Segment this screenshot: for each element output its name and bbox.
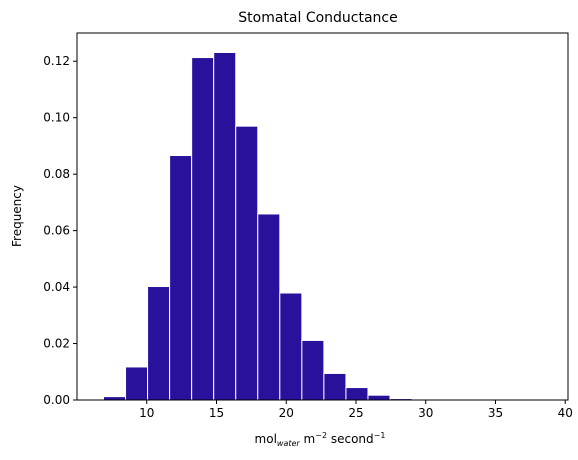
histogram-bar xyxy=(213,51,237,401)
x-axis-label-subscript: water xyxy=(277,439,301,448)
histogram-bar xyxy=(367,394,391,401)
histogram-bar xyxy=(345,387,369,401)
plot-frame xyxy=(76,32,569,401)
x-tick-label: 10 xyxy=(139,406,154,420)
x-tick-label: 15 xyxy=(209,406,224,420)
y-axis-label: Frequency xyxy=(10,185,24,247)
x-axis-label: molwater m−2 second−1 xyxy=(255,431,386,448)
y-tick-label: 0.02 xyxy=(43,337,70,351)
x-tick-label: 20 xyxy=(279,406,294,420)
y-tick-label: 0.06 xyxy=(43,224,70,238)
histogram-bar xyxy=(103,396,127,401)
bars-group xyxy=(103,51,545,401)
x-tick-label: 25 xyxy=(348,406,363,420)
histogram-bar xyxy=(279,292,303,401)
x-tick-label: 30 xyxy=(418,406,433,420)
x-axis-label-base: mol xyxy=(255,432,277,446)
x-axis-label-unit2: second xyxy=(327,432,374,446)
y-tick-label: 0.00 xyxy=(43,393,70,407)
histogram-bar xyxy=(191,57,215,401)
histogram-bar xyxy=(257,213,281,401)
histogram-bar xyxy=(301,339,325,401)
x-tick-label: 40 xyxy=(558,406,573,420)
histogram-bar xyxy=(323,372,347,401)
y-tick-label: 0.04 xyxy=(43,280,70,294)
chart-title: Stomatal Conductance xyxy=(238,10,398,26)
histogram-bar xyxy=(125,366,149,401)
x-axis-label-exp1: −2 xyxy=(315,431,327,440)
histogram-bar xyxy=(235,125,259,401)
x-axis-label-exp2: −1 xyxy=(374,431,386,440)
x-axis: 10 15 20 25 30 35 40 xyxy=(139,400,573,420)
y-axis: 0.00 0.02 0.04 0.06 0.08 0.10 0.12 xyxy=(43,54,77,407)
y-tick-label: 0.08 xyxy=(43,167,70,181)
y-tick-label: 0.10 xyxy=(43,111,70,125)
x-tick-label: 35 xyxy=(488,406,503,420)
histogram-bar xyxy=(169,155,193,401)
y-tick-label: 0.12 xyxy=(43,54,70,68)
histogram-bar xyxy=(147,286,171,401)
x-axis-label-middle: m xyxy=(300,432,316,446)
